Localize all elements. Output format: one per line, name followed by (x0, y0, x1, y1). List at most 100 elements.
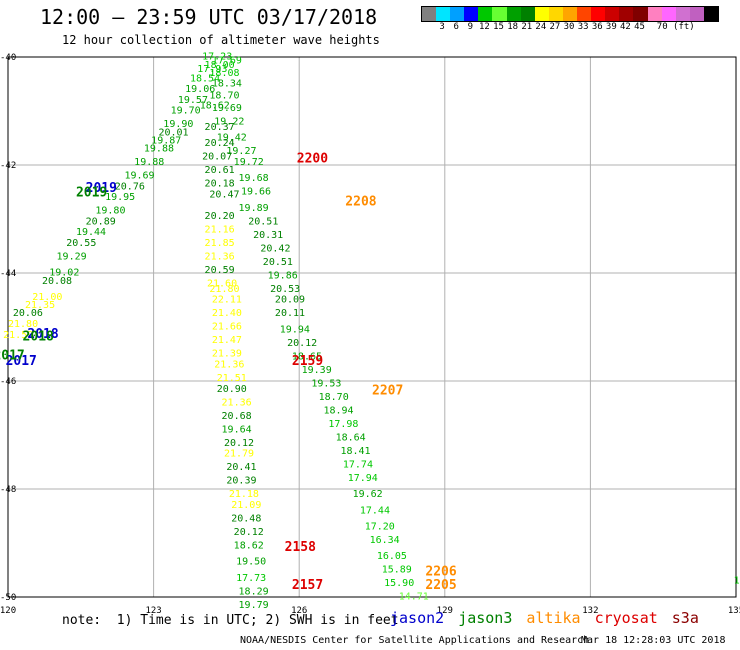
swh-value: 18.62 (200, 100, 230, 111)
color-scale-label: 21 (521, 22, 533, 32)
color-swatch (689, 7, 704, 21)
x-tick-label: 132 (582, 606, 598, 616)
swh-value: 19.02 (49, 268, 79, 279)
swh-value: 20.09 (275, 295, 305, 306)
color-swatch (506, 7, 521, 21)
swh-value: 20.08 (42, 276, 72, 287)
chart-title: 12:00 – 23:59 UTC 03/17/2018 (40, 5, 378, 29)
color-scale-label: 15 (493, 22, 504, 32)
swh-value: 21.85 (205, 238, 235, 249)
x-tick-label: 129 (437, 606, 453, 616)
swh-value: 19.27 (226, 146, 256, 157)
swh-value: 16.34 (370, 535, 400, 546)
swh-value: 18.94 (323, 405, 353, 416)
color-swatch (478, 7, 493, 21)
time-label: 2206 (425, 564, 456, 579)
color-swatch (675, 7, 690, 21)
swh-value: 14.71 (399, 592, 429, 603)
time-label: 2019 (86, 181, 117, 196)
color-swatch (647, 7, 662, 21)
swh-value: 20.06 (13, 308, 43, 319)
legend-item-s3a: s3a (671, 609, 699, 627)
swh-value: 21.09 (231, 500, 261, 511)
swh-value: 18.65 (292, 351, 322, 362)
swh-value: 20.24 (205, 138, 235, 149)
swh-value: 20.61 (205, 165, 235, 176)
color-swatch (703, 7, 718, 21)
legend-item-altika: altika (526, 609, 581, 627)
swh-value: 22.11 (212, 295, 242, 306)
swh-value: 19.80 (95, 206, 125, 217)
swh-value: 21.80 (8, 319, 38, 330)
swh-value: 17.44 (360, 505, 390, 516)
swh-value: 20.42 (260, 243, 290, 254)
color-scale-label: 33 (577, 22, 589, 32)
swh-value: 17.98 (328, 419, 358, 430)
swh-value: 20.41 (226, 462, 256, 473)
x-tick-label: 126 (291, 606, 307, 616)
swh-value: 19.50 (236, 557, 266, 568)
swh-value: 18.00 (205, 60, 235, 71)
y-tick-label: -44 (0, 269, 16, 279)
swh-value: 20.12 (287, 338, 317, 349)
color-scale-label: 30 (563, 22, 575, 32)
swh-value: 19.53 (311, 378, 341, 389)
swh-value: 21.51 (217, 373, 247, 384)
swh-value: 17.73 (236, 573, 266, 584)
color-swatch (591, 7, 606, 21)
swh-value: 21.36 (205, 252, 235, 263)
swh-value: 19.62 (353, 489, 383, 500)
swh-value: 17.94 (348, 473, 378, 484)
swh-value: 15.89 (382, 565, 412, 576)
swh-value: 19.87 (151, 135, 181, 146)
swh-value: 20.39 (226, 476, 256, 487)
time-label: 2018 (27, 327, 58, 342)
swh-value: 21.18 (229, 489, 259, 500)
color-scale-label: 27 (549, 22, 561, 32)
swh-value: 17.93 (197, 64, 227, 75)
time-labels: 2019201920182018201720172200215921582157… (0, 151, 457, 593)
swh-value: 18.70 (209, 91, 239, 102)
swh-value: 20.51 (248, 216, 278, 227)
color-scale-label: 3 (439, 22, 445, 32)
swh-value: 18.62 (234, 540, 264, 551)
color-swatch (661, 7, 676, 21)
swh-value: 19.94 (280, 324, 310, 335)
color-swatch (436, 7, 451, 21)
swh-value: 20.59 (205, 265, 235, 276)
color-swatch (520, 7, 535, 21)
swh-value: 21.59 (3, 330, 33, 341)
swh-value: 20.11 (275, 308, 305, 319)
color-scale-label: 9 (467, 22, 474, 32)
time-label: 2207 (372, 384, 403, 399)
footer-timestamp: Mar 18 12:28:03 UTC 2018 (581, 635, 726, 646)
y-tick-label: -50 (0, 593, 16, 603)
swh-value: 21.47 (212, 335, 242, 346)
footer-note: note: 1) Time is in UTC; 2) SWH is in fe… (62, 613, 399, 628)
swh-value: 20.68 (222, 411, 252, 422)
swh-value: 19.90 (163, 119, 193, 130)
color-swatch (464, 7, 479, 21)
color-scale-label: 45 (634, 22, 645, 32)
swh-value: 21.40 (212, 308, 242, 319)
swh-value: 20.48 (231, 513, 261, 524)
y-tick-label: -48 (0, 485, 16, 495)
data-points: 17.2317.6918.0017.9318.0818.5418.3419.06… (3, 52, 739, 611)
x-tick-label: 135 (728, 606, 740, 616)
swh-value: 17.74 (343, 459, 373, 470)
swh-value: 21.36 (214, 360, 244, 371)
legend-item-cryosat: cryosat (594, 609, 658, 627)
swh-value: 20.18 (205, 179, 235, 190)
swh-value: 18.29 (239, 586, 269, 597)
time-label: 2208 (345, 195, 376, 210)
swh-value: 19.06 (185, 84, 215, 95)
swh-value: 19.70 (171, 106, 201, 117)
swh-value: 16.05 (377, 551, 407, 562)
chart-subtitle: 12 hour collection of altimeter wave hei… (62, 33, 380, 47)
time-label: 2159 (292, 354, 323, 369)
color-scale-label: 39 (605, 22, 617, 32)
swh-value: 19.42 (217, 133, 247, 144)
color-scale-label: 70 (ft) (656, 22, 695, 32)
swh-value: 21.35 (25, 300, 55, 311)
color-scale-label: 36 (591, 22, 603, 32)
